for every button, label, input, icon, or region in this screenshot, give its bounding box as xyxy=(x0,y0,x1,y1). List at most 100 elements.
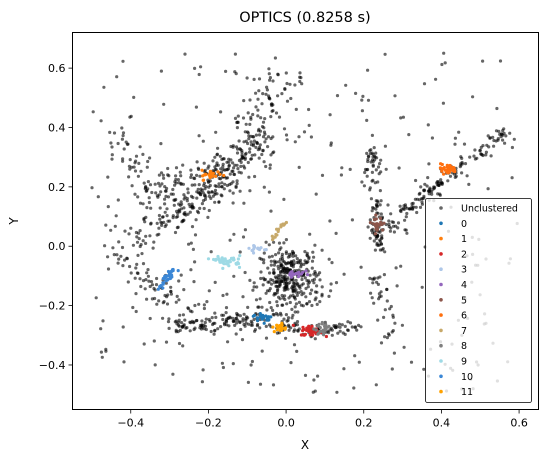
unclustered-point xyxy=(501,129,505,133)
unclustered-point xyxy=(136,253,140,257)
cluster-5-point xyxy=(374,213,378,217)
unclustered-point xyxy=(235,126,239,130)
legend-marker xyxy=(439,359,443,363)
cluster-10-point xyxy=(176,269,180,273)
unclustered-point xyxy=(121,59,125,63)
unclustered-point xyxy=(251,135,255,139)
unclustered-point xyxy=(258,382,263,386)
unclustered-point xyxy=(171,372,175,376)
unclustered-point xyxy=(256,108,260,112)
unclustered-point xyxy=(216,146,220,150)
unclustered-point xyxy=(146,274,150,278)
cluster-2-point xyxy=(291,323,295,327)
unclustered-point xyxy=(239,164,243,168)
unclustered-point xyxy=(101,319,105,323)
cluster-2-point xyxy=(303,332,307,336)
y-axis-ticks: −0.4 −0.2 0.0 0.2 0.4 0.6 xyxy=(39,62,73,372)
unclustered-point xyxy=(387,219,391,223)
unclustered-point xyxy=(383,52,387,56)
cluster-5-point xyxy=(374,217,378,221)
unclustered-point xyxy=(368,149,372,153)
unclustered-point xyxy=(510,176,514,180)
unclustered-point xyxy=(213,328,217,332)
unclustered-point xyxy=(330,261,334,265)
unclustered-point xyxy=(138,244,142,249)
unclustered-point xyxy=(234,184,238,188)
unclustered-point xyxy=(256,129,261,133)
unclustered-point xyxy=(111,246,115,250)
unclustered-point xyxy=(186,212,190,216)
unclustered-point xyxy=(156,195,160,199)
unclustered-point xyxy=(141,239,145,243)
unclustered-point xyxy=(147,200,151,205)
unclustered-point xyxy=(161,316,165,320)
unclustered-point xyxy=(481,59,485,63)
unclustered-point xyxy=(288,300,292,305)
unclustered-point xyxy=(266,145,270,149)
unclustered-point xyxy=(239,147,243,152)
unclustered-point xyxy=(305,302,309,306)
unclustered-point xyxy=(148,156,152,160)
unclustered-point xyxy=(292,269,297,273)
unclustered-point xyxy=(499,132,503,136)
unclustered-point xyxy=(251,112,255,117)
unclustered-point xyxy=(110,145,114,149)
unclustered-point xyxy=(254,298,259,302)
unclustered-point xyxy=(150,297,154,301)
unclustered-point xyxy=(313,270,317,274)
unclustered-point xyxy=(370,151,374,155)
unclustered-point xyxy=(235,151,240,155)
unclustered-point xyxy=(254,145,258,149)
unclustered-point xyxy=(247,134,251,138)
unclustered-point xyxy=(440,62,444,67)
unclustered-point xyxy=(233,163,237,167)
unclustered-point xyxy=(267,72,271,76)
unclustered-point xyxy=(314,192,318,196)
unclustered-point xyxy=(413,197,417,201)
cluster-4-point xyxy=(304,269,308,273)
unclustered-point xyxy=(186,191,190,195)
unclustered-point xyxy=(294,302,298,306)
unclustered-point xyxy=(275,331,279,335)
unclustered-point xyxy=(276,73,280,77)
unclustered-point xyxy=(380,236,384,240)
unclustered-point xyxy=(177,279,181,283)
unclustered-point xyxy=(229,144,233,149)
unclustered-point xyxy=(297,291,301,295)
unclustered-point xyxy=(307,107,311,112)
unclustered-point xyxy=(272,240,276,244)
unclustered-point xyxy=(163,202,167,206)
unclustered-point xyxy=(241,156,245,160)
unclustered-point xyxy=(232,172,236,176)
unclustered-point xyxy=(249,157,253,161)
unclustered-point xyxy=(199,193,203,197)
unclustered-point xyxy=(226,167,231,171)
unclustered-point xyxy=(396,221,401,225)
unclustered-point xyxy=(196,187,200,191)
unclustered-point xyxy=(159,142,163,146)
unclustered-point xyxy=(227,164,231,168)
cluster-9-point xyxy=(236,257,240,261)
unclustered-point xyxy=(430,136,434,140)
unclustered-point xyxy=(193,260,197,264)
unclustered-point xyxy=(230,169,234,173)
unclustered-point xyxy=(370,170,374,174)
unclustered-point xyxy=(273,56,277,60)
unclustered-point xyxy=(274,276,279,280)
unclustered-point xyxy=(350,325,354,329)
unclustered-point xyxy=(242,164,246,168)
unclustered-point xyxy=(338,329,342,333)
unclustered-point xyxy=(284,336,288,340)
unclustered-point xyxy=(255,324,259,328)
unclustered-point xyxy=(232,319,236,323)
cluster-1-point xyxy=(201,178,206,182)
unclustered-point xyxy=(225,323,229,327)
unclustered-point xyxy=(363,167,368,172)
legend-marker xyxy=(439,328,443,333)
x-tick-label: 0.6 xyxy=(510,417,528,430)
cluster-0-point xyxy=(251,314,255,318)
unclustered-point xyxy=(267,243,271,247)
legend-label: 2 xyxy=(461,249,467,260)
unclustered-point xyxy=(146,187,150,191)
unclustered-point xyxy=(231,362,235,366)
